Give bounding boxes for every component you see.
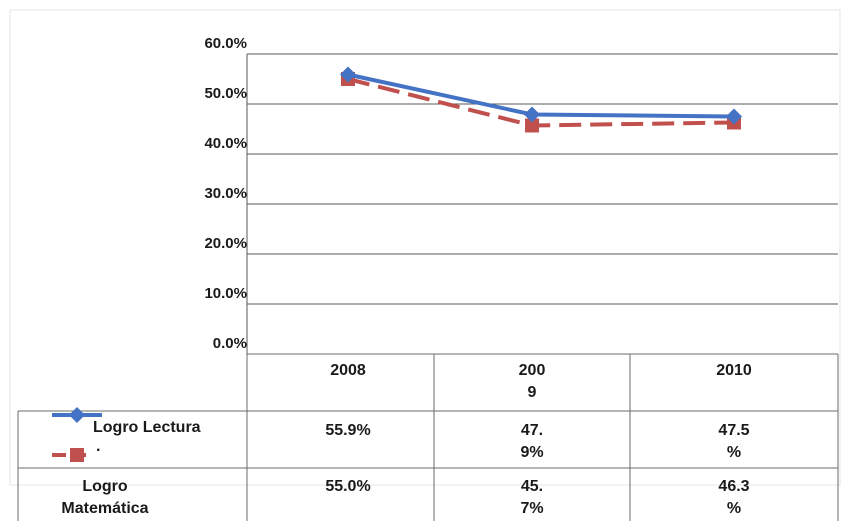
header-2010: 2010: [716, 362, 752, 379]
y-tick-label: 0.0%: [213, 335, 247, 352]
point-lectura-2009: [524, 106, 540, 123]
point-matematica-2009: [525, 118, 539, 133]
y-tick-label: 60.0%: [204, 35, 247, 52]
header-2008: 2008: [330, 362, 366, 379]
row-label-matematica: Logro Matemática: [61, 478, 149, 517]
legend-key-matematica-marker: [70, 448, 84, 462]
data-table-lines: [17, 353, 839, 521]
row-label-lectura: Logro Lectura: [93, 419, 201, 436]
y-tick-label: 30.0%: [204, 185, 247, 202]
y-axis-ticks: 0.0% 10.0% 20.0% 30.0% 40.0% 50.0% 60.0%: [204, 35, 247, 352]
chart-frame: [9, 9, 841, 486]
header-2009: 200 9: [518, 362, 546, 401]
cell-lectura-2008: 55.9%: [325, 422, 371, 439]
y-tick-label: 20.0%: [204, 235, 247, 252]
cell-lectura-2010: 47.5 %: [718, 422, 750, 461]
gridlines: [246, 53, 838, 354]
cell-matematica-2010: 46.3 %: [718, 478, 750, 517]
point-lectura-2008: [340, 66, 356, 83]
series-line-lectura: [347, 72, 735, 119]
legend-key-lectura-marker: [69, 407, 85, 423]
cell-lectura-2009: 47. 9%: [520, 422, 544, 461]
y-tick-label: 50.0%: [204, 85, 247, 102]
series-layer: [340, 66, 742, 133]
cell-matematica-2009: 45. 7%: [520, 478, 544, 517]
y-tick-label: 10.0%: [204, 285, 247, 302]
cell-matematica-2008: 55.0%: [325, 478, 371, 495]
legend-keys: [52, 407, 102, 462]
point-lectura-2010: [726, 108, 742, 125]
legend-dot: ·: [96, 442, 102, 459]
y-tick-label: 40.0%: [204, 135, 247, 152]
